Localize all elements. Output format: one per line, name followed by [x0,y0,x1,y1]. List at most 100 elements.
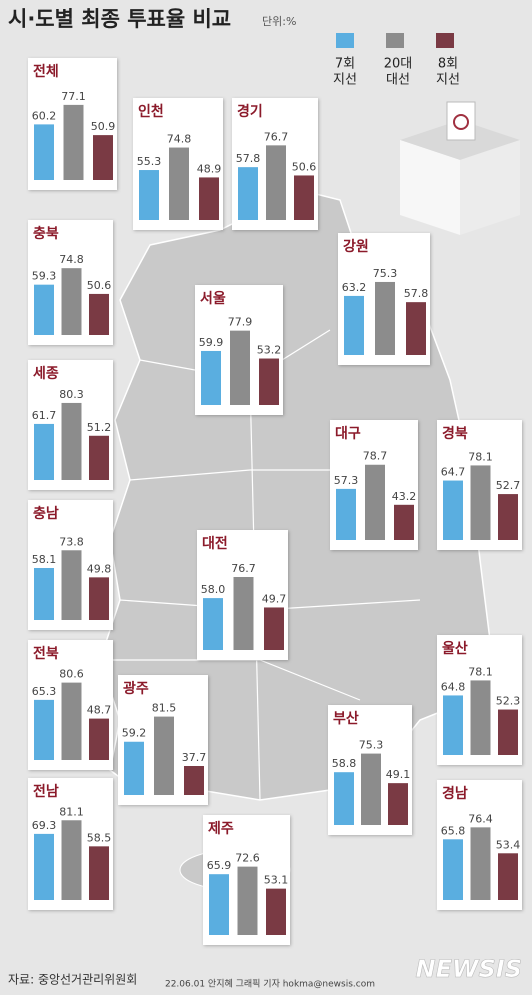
bar [266,888,286,935]
bar [334,772,354,825]
bar [34,124,54,180]
mini-chart: 전남 69.381.158.5 [28,778,113,910]
bar [169,147,189,220]
bar [498,709,518,755]
chart-title: 경기 [237,103,263,120]
mini-chart: 강원 63.2 75.3 57.8 [338,233,430,365]
bar [93,135,113,180]
value-label: 64.7 [441,466,466,479]
bar [34,699,54,760]
chart-title: 경남 [442,785,468,802]
value-label: 64.8 [441,680,466,693]
value-label: 53.1 [264,874,289,887]
bar [89,435,109,480]
chart-title: 전남 [33,783,59,800]
bar [203,598,223,650]
value-label: 78.1 [468,665,493,678]
value-label: 58.8 [332,757,357,770]
bar [470,680,491,755]
legend-label: 20대 [384,57,413,72]
value-label: 76.4 [468,812,493,825]
bar [443,480,463,540]
legend-label: 8회 [438,57,458,72]
value-label: 48.7 [87,704,112,717]
value-label: 49.8 [87,562,112,575]
value-label: 58.0 [201,583,226,596]
title: 시·도별 최종 투표율 비교 [8,7,231,31]
legend-label: 지선 [333,73,357,88]
chart-title: 제주 [208,821,234,837]
chart-title: 울산 [442,640,468,657]
chart-title: 부산 [333,710,359,727]
value-label: 80.6 [59,668,84,681]
chart-title: 강원 [343,238,369,255]
mini-chart: 인천 55.3 74.8 48.9 [133,98,223,230]
bar [209,874,229,935]
value-label: 58.1 [32,553,57,566]
bar [34,423,54,480]
mini-chart: 울산 64.878.1 52.3 [437,635,522,765]
bar [61,268,82,335]
bar [61,820,82,900]
legend-swatch [386,33,404,48]
chart-title: 대전 [202,535,228,552]
value-label: 69.3 [32,819,57,832]
mini-chart: 대전 58.0 76.7 49.7 [197,530,288,660]
bar [184,766,204,795]
chart-title: 경북 [442,425,468,442]
bar [124,741,144,795]
value-label: 53.4 [496,838,521,851]
bar [361,753,381,825]
bar [34,567,54,620]
value-label: 78.7 [363,450,388,463]
bar [375,281,395,355]
value-label: 50.9 [91,120,116,133]
value-label: 37.7 [182,751,207,764]
bar [89,718,109,760]
bar [238,167,258,220]
logo: NEWSIS [416,955,522,983]
value-label: 81.1 [59,805,84,818]
chart-title: 세종 [33,366,59,382]
bar [61,550,82,620]
mini-chart: 대구 57.3 78.7 43.2 [330,420,418,550]
value-label: 59.2 [122,727,147,740]
chart-title: 대구 [335,426,361,442]
value-label: 77.1 [61,90,86,103]
value-label: 50.6 [292,160,317,173]
value-label: 57.8 [236,152,261,165]
charts: 전체60.277.150.9인천55.374.848.9경기57.876.750… [28,58,522,945]
value-label: 65.3 [32,685,57,698]
bar [237,866,258,935]
value-label: 55.3 [137,155,162,168]
mini-chart: 서울 59.9 77.9 53.2 [195,285,283,415]
bar [201,350,221,405]
chart-title: 충북 [33,226,59,242]
bar [233,577,254,650]
bar [63,104,84,180]
mini-chart: 경남 65.876.453.4 [437,780,522,910]
ballot-paper [446,101,476,141]
mini-chart: 제주 65.972.6 53.1 [203,815,290,945]
value-label: 52.7 [496,479,521,492]
bar [264,607,284,650]
bar [259,358,279,405]
bar [498,853,518,900]
bar [34,833,54,900]
value-label: 73.8 [59,535,84,548]
bar [89,846,109,900]
ballot-box-left [400,140,460,235]
bar [365,464,385,540]
chart-title: 충남 [33,505,59,522]
value-label: 76.7 [264,130,289,143]
value-label: 74.8 [167,133,192,146]
chart-title: 전북 [33,645,59,662]
mini-chart: 광주 59.2 81.5 37.7 [118,675,208,805]
mini-chart: 충남 58.173.8 49.8 [28,500,113,630]
chart-title: 인천 [138,103,164,120]
value-label: 75.3 [373,267,398,280]
mini-chart: 경북 64.778.1 52.7 [437,420,522,550]
bar [443,839,463,900]
bar [470,827,491,900]
